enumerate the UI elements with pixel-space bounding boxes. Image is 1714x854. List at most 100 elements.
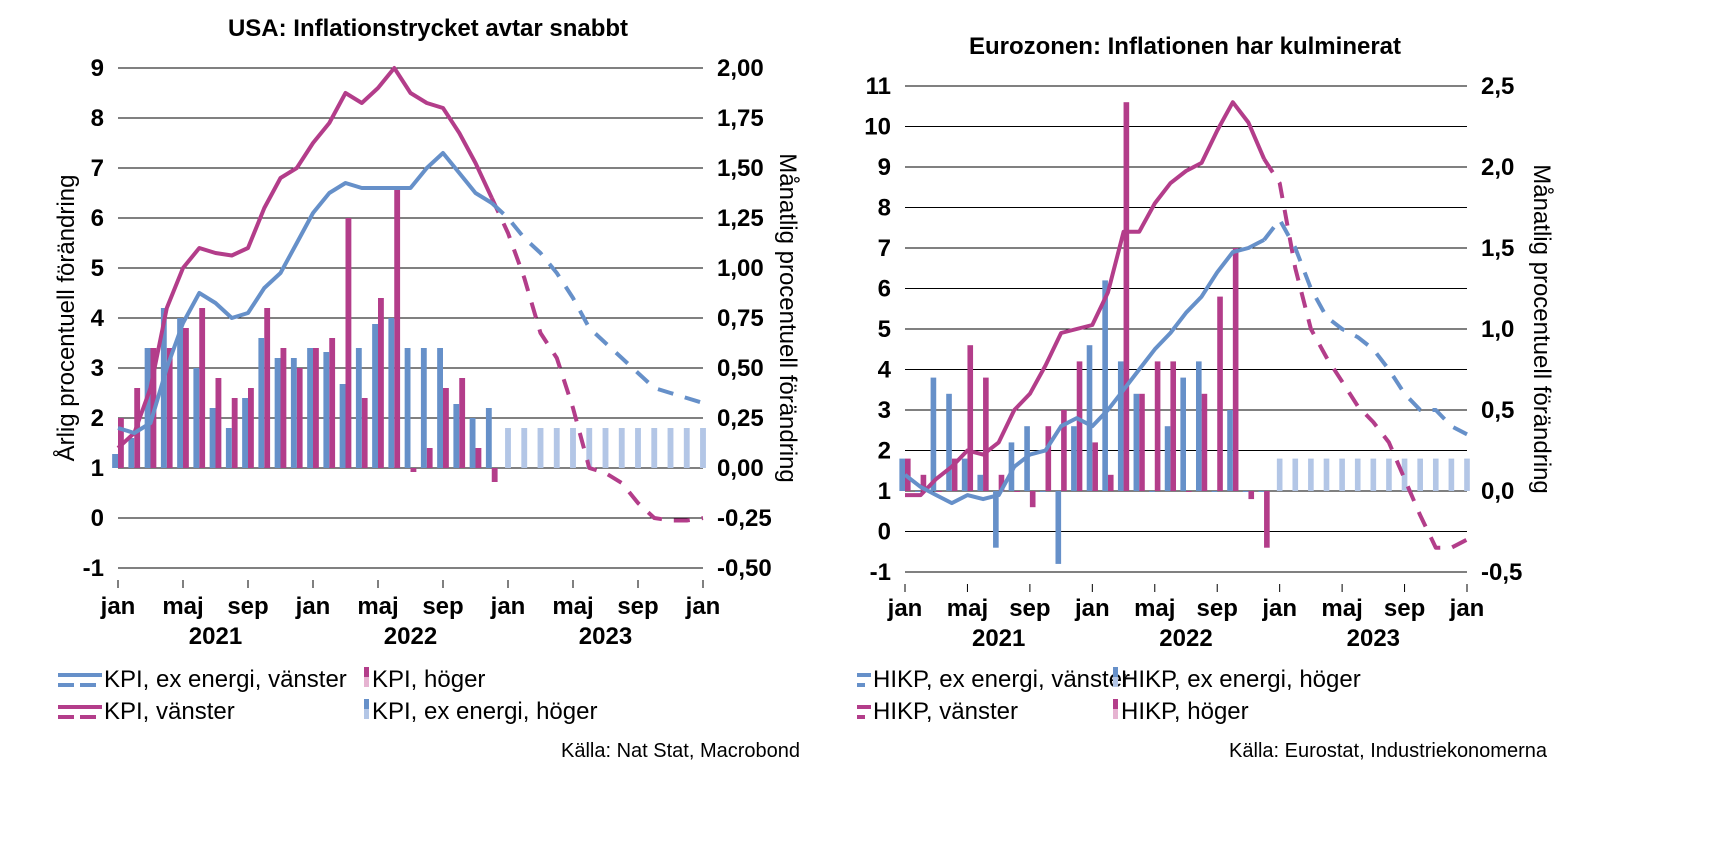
euro-xtick-label: maj xyxy=(1134,595,1175,622)
usa-legend-bar-swatch-forecast xyxy=(364,709,369,719)
euro-bar-core xyxy=(914,491,921,492)
euro-ytick-left: 9 xyxy=(878,154,891,181)
euro-legend-bar-swatch xyxy=(1113,699,1118,709)
euro-bar-core xyxy=(1354,458,1361,491)
euro-bar-cpi xyxy=(983,377,989,491)
usa-year-label: 2021 xyxy=(189,623,242,650)
usa-ytick-right: 1,00 xyxy=(717,255,764,282)
usa-ytick-left: 3 xyxy=(91,355,104,382)
usa-bar-core xyxy=(242,398,248,468)
usa-ytick-right: 1,50 xyxy=(717,155,764,182)
usa-bar-core xyxy=(469,418,476,468)
usa-bar-cpi xyxy=(361,398,368,468)
euro-bar-cpi xyxy=(1186,491,1192,492)
chart-eurozone: Eurozonen: Inflationen har kulminerat -1 0… xyxy=(857,0,1714,854)
euro-bar-core xyxy=(1102,280,1108,491)
euro-bar-cpi xyxy=(1232,248,1239,491)
usa-bar-core xyxy=(635,428,641,468)
euro-ytick-right: 1,5 xyxy=(1481,235,1514,262)
euro-bar-cpi xyxy=(1201,393,1208,491)
euro-title: Eurozonen: Inflationen har kulminerat xyxy=(969,33,1401,60)
euro-xtick-label: maj xyxy=(947,595,988,622)
usa-bar-core xyxy=(537,428,544,468)
euro-bar-core xyxy=(1055,491,1062,564)
usa-bar-cpi xyxy=(443,388,449,468)
euro-line-core xyxy=(903,238,1266,506)
usa-source: Källa: Nat Stat, Macrobond xyxy=(561,740,800,762)
usa-bar-core xyxy=(570,428,576,468)
euro-bar-core xyxy=(1117,361,1124,491)
euro-bar-core xyxy=(1227,410,1233,491)
euro-ytick-left: -1 xyxy=(870,559,891,586)
euro-bar-core xyxy=(1039,491,1046,492)
usa-bar-cpi xyxy=(199,308,206,468)
usa-bar-core xyxy=(323,352,330,468)
euro-bar-cpi xyxy=(967,345,974,491)
euro-bar-core xyxy=(1308,458,1314,491)
euro-source: Källa: Eurostat, Industriekonomerna xyxy=(1229,740,1548,762)
euro-bar-core xyxy=(1149,491,1155,492)
euro-legend-bar-swatch-forecast xyxy=(1113,709,1118,719)
euro-bar-core xyxy=(1292,458,1299,491)
usa-year-label: 2023 xyxy=(579,623,632,650)
usa-bar-core xyxy=(667,428,674,468)
usa-ytick-right: 2,00 xyxy=(717,55,764,82)
usa-line-cpi-forecast xyxy=(489,197,704,523)
usa-bar-core xyxy=(553,428,560,468)
euro-ytick-right: 1,0 xyxy=(1481,316,1514,343)
usa-title: USA: Inflationstrycket avtar snabbt xyxy=(228,15,628,42)
usa-bar-core xyxy=(209,408,216,468)
usa-bar-core xyxy=(193,368,200,468)
usa-xtick-label: maj xyxy=(552,593,593,620)
usa-bar-cpi xyxy=(248,388,254,468)
usa-ytick-left: 9 xyxy=(91,55,104,82)
usa-bar-core xyxy=(160,308,167,468)
euro-ytick-left: 1 xyxy=(878,478,891,505)
usa-ytick-left: 0 xyxy=(91,505,104,532)
usa-bar-cpi xyxy=(231,398,238,468)
usa-ytick-left: 5 xyxy=(91,255,104,282)
euro-ytick-left: 2 xyxy=(878,438,891,465)
euro-ytick-right: -0,5 xyxy=(1481,559,1522,586)
usa-ytick-left: 4 xyxy=(91,305,105,332)
usa-legend-label: KPI, vänster xyxy=(104,698,235,725)
euro-legend-label: HIKP, ex energi, vänster xyxy=(873,666,1130,693)
usa-bar-cpi xyxy=(166,348,173,468)
usa-bar-cpi xyxy=(475,448,482,468)
euro-bar-cpi xyxy=(1170,361,1177,491)
euro-bar-core xyxy=(1432,458,1439,491)
usa-ytick-right: 0,50 xyxy=(717,355,764,382)
euro-xtick-label: jan xyxy=(1449,595,1485,622)
usa-ytick-right: 0,75 xyxy=(717,305,764,332)
euro-bar-cpi xyxy=(1123,102,1130,491)
euro-line-core-forecast xyxy=(1262,217,1468,437)
usa-bar-cpi xyxy=(264,308,271,468)
chart-usa-svg: USA: Inflationstrycket avtar snabbt -1 0 1 2… xyxy=(52,15,801,762)
euro-ytick-right: 0,5 xyxy=(1481,397,1514,424)
usa-bar-cpi xyxy=(426,448,433,468)
euro-bar-core xyxy=(1133,393,1140,491)
euro-bar-core xyxy=(1008,442,1015,491)
usa-bar-cpi xyxy=(313,348,319,468)
euro-ytick-right: 0,0 xyxy=(1481,478,1514,505)
euro-bar-core xyxy=(1242,491,1249,492)
euro-bar-cpi xyxy=(1248,491,1255,500)
usa-xtick-label: sep xyxy=(422,593,463,620)
euro-bar-cpi xyxy=(998,474,1005,491)
euro-bar-cpi xyxy=(1061,410,1067,491)
usa-bar-cpi xyxy=(491,468,498,482)
usa-xtick-label: jan xyxy=(295,593,331,620)
usa-xtick-label: sep xyxy=(617,593,658,620)
euro-bar-cpi xyxy=(1107,474,1114,491)
euro-bar-core xyxy=(1464,458,1470,491)
euro-bar-core xyxy=(1417,458,1423,491)
euro-bar-cpi xyxy=(1092,442,1098,491)
euro-bar-core xyxy=(1323,458,1330,491)
usa-ytick-right: -0,50 xyxy=(717,555,772,582)
euro-ytick-left: 5 xyxy=(878,316,891,343)
euro-legend-label: HIKP, ex energi, höger xyxy=(1121,666,1361,693)
euro-bar-core xyxy=(946,393,952,491)
usa-bar-core xyxy=(388,318,395,468)
usa-bar-core xyxy=(683,428,690,468)
usa-xtick-label: jan xyxy=(490,593,526,620)
